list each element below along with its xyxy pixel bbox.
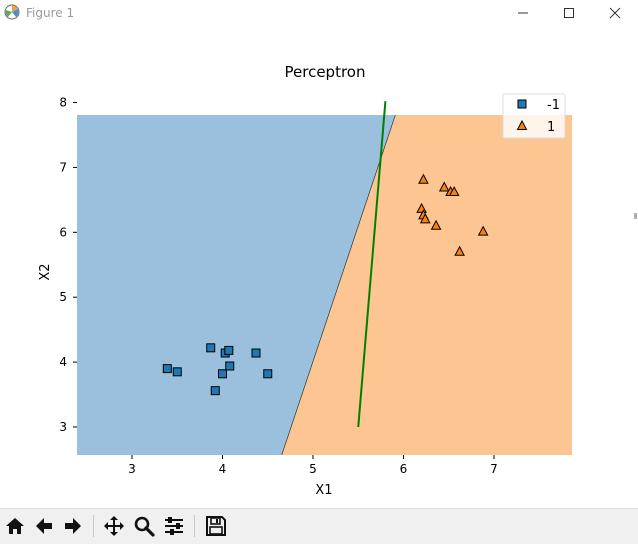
forward-icon [65, 518, 81, 534]
y-tick-label: 5 [59, 290, 67, 304]
legend-marker [516, 119, 528, 130]
y-tick-label: 8 [59, 96, 67, 110]
matplotlib-icon [4, 4, 20, 20]
legend-label: -1 [547, 98, 560, 113]
point-class-negative [172, 367, 182, 377]
x-tick-label: 3 [128, 462, 136, 476]
back-icon [36, 518, 52, 534]
point-class-negative [218, 369, 227, 379]
y-axis-ticks: 3 4 5 6 7 8 [59, 96, 77, 434]
x-tick-label: 4 [219, 462, 227, 476]
maximize-icon [564, 8, 574, 18]
y-tick-label: 4 [59, 355, 67, 369]
toolbar-separator [93, 515, 94, 537]
close-button[interactable] [592, 0, 638, 26]
point-class-negative [162, 364, 172, 374]
zoom-icon [134, 516, 155, 537]
legend: -11 [502, 93, 566, 139]
maximize-button[interactable] [546, 0, 592, 26]
navigation-toolbar [0, 508, 638, 544]
scatter-points [162, 173, 489, 396]
perceptron-line-path [357, 101, 387, 428]
point-class-negative [251, 348, 261, 358]
point-class-positive [448, 185, 460, 197]
back-button[interactable] [31, 513, 57, 539]
save-icon [206, 516, 226, 536]
pan-icon [104, 516, 124, 536]
home-button[interactable] [2, 513, 28, 539]
zoom-button[interactable] [131, 513, 157, 539]
point-class-negative [224, 345, 234, 355]
x-tick-label: 6 [400, 462, 408, 476]
close-icon [609, 7, 621, 19]
x-tick-label: 7 [490, 462, 498, 476]
point-class-positive [454, 245, 465, 256]
home-icon [6, 518, 24, 534]
window-title: Figure 1 [26, 6, 75, 20]
point-class-negative [206, 343, 216, 353]
perceptron-line [357, 101, 387, 428]
decision-boundary [281, 115, 396, 455]
y-tick-label: 3 [59, 420, 67, 434]
legend-marker [517, 99, 527, 109]
scroll-marker [634, 213, 637, 219]
window-titlebar: Figure 1 [0, 0, 638, 26]
y-tick-label: 7 [59, 160, 67, 174]
x-axis-ticks: 3 4 5 6 7 [128, 455, 498, 476]
toolbar-separator [194, 515, 195, 537]
point-class-positive [430, 219, 442, 230]
minimize-icon [518, 12, 528, 14]
point-class-negative [225, 361, 235, 371]
configure-subplots-icon [165, 517, 183, 535]
decision-regions [77, 115, 572, 455]
x-tick-label: 5 [309, 462, 317, 476]
point-class-negative [210, 386, 220, 396]
point-class-negative [263, 369, 273, 379]
point-class-positive [438, 181, 450, 192]
y-axis-label: X2 [38, 263, 53, 280]
chart-title: Perceptron [285, 63, 366, 81]
y-tick-label: 6 [59, 225, 67, 239]
pan-button[interactable] [101, 513, 127, 539]
point-class-positive [477, 225, 489, 236]
point-class-positive [419, 213, 431, 224]
legend-label: 1 [547, 120, 555, 135]
x-axis-label: X1 [315, 483, 332, 498]
region-class-negative [77, 115, 396, 455]
save-button[interactable] [203, 513, 229, 539]
region-class-positive [281, 115, 572, 455]
configure-subplots-button[interactable] [161, 513, 187, 539]
forward-button[interactable] [60, 513, 86, 539]
minimize-button[interactable] [500, 0, 546, 26]
point-class-positive [418, 173, 429, 184]
